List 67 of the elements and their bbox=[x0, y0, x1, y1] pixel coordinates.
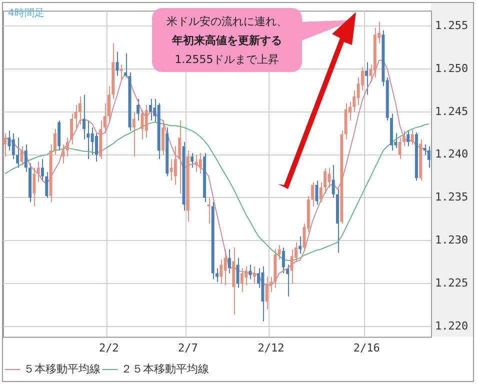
candlestick bbox=[278, 244, 281, 260]
candlestick bbox=[190, 152, 194, 168]
x-tick-label: 2/2 bbox=[99, 341, 119, 354]
candlestick bbox=[78, 96, 82, 126]
candlestick bbox=[20, 146, 24, 166]
candlestick bbox=[224, 248, 227, 286]
candlestick bbox=[315, 180, 318, 206]
candlestick bbox=[410, 128, 414, 146]
y-tick-label: 1.225 bbox=[435, 276, 468, 290]
annotation: 4時間足 bbox=[8, 6, 44, 20]
candlestick bbox=[82, 94, 86, 140]
candlestick bbox=[12, 132, 15, 160]
candlestick bbox=[228, 248, 231, 274]
candlestick bbox=[170, 158, 173, 182]
candlestick bbox=[332, 164, 335, 198]
candlestick bbox=[265, 276, 268, 310]
y-tick-label: 1.245 bbox=[435, 104, 468, 118]
candlestick bbox=[240, 268, 244, 293]
candlestick bbox=[178, 120, 182, 194]
candlestick bbox=[40, 158, 44, 182]
candlestick bbox=[32, 167, 36, 207]
annotation: 米ドル安の流れに連れ、 bbox=[166, 15, 288, 28]
candlestick bbox=[116, 51, 119, 76]
y-tick-label: 1.220 bbox=[435, 319, 468, 332]
y-tick-label: 1.240 bbox=[435, 148, 468, 161]
candlestick bbox=[4, 132, 7, 158]
legend-label: ２５本移動平均線 bbox=[121, 362, 209, 376]
candlestick bbox=[220, 259, 223, 284]
candlestick bbox=[282, 247, 285, 274]
candlestick bbox=[174, 146, 177, 186]
candlestick bbox=[406, 130, 410, 147]
candlestick bbox=[427, 146, 430, 168]
candlestick bbox=[290, 248, 294, 284]
candlestick bbox=[194, 154, 198, 172]
candlestick bbox=[16, 137, 20, 168]
candlestick bbox=[286, 264, 290, 297]
candlestick bbox=[311, 182, 314, 207]
candlestick bbox=[144, 104, 148, 138]
candlestick bbox=[161, 120, 164, 156]
candlestick bbox=[140, 110, 144, 140]
candlestick bbox=[95, 132, 98, 162]
y-tick-label: 1.250 bbox=[435, 62, 468, 75]
candlestick bbox=[198, 152, 202, 174]
candlestick bbox=[136, 98, 140, 121]
y-tick-label: 1.230 bbox=[435, 234, 468, 247]
candlestick bbox=[149, 98, 152, 121]
candlestick bbox=[70, 113, 74, 146]
y-tick-label: 1.235 bbox=[435, 190, 468, 204]
annotation: 1.2555ドルまで上昇 bbox=[174, 53, 280, 66]
x-tick-label: 2/16 bbox=[353, 341, 380, 354]
candlestick bbox=[398, 137, 402, 160]
candlestick bbox=[132, 111, 136, 158]
y-tick-label: 1.255 bbox=[435, 18, 468, 32]
candlestick bbox=[207, 197, 210, 224]
candlestick bbox=[45, 171, 48, 198]
annotation: 年初来高値を更新する bbox=[172, 34, 282, 47]
legend-label: ５本移動平均線 bbox=[24, 362, 100, 376]
candlestick bbox=[248, 264, 252, 280]
candlestick bbox=[66, 137, 69, 158]
x-tick-label: 2/7 bbox=[178, 341, 198, 354]
candlestick bbox=[365, 62, 368, 96]
candlestick bbox=[8, 130, 11, 152]
x-tick-label: 2/12 bbox=[258, 341, 284, 354]
candlestick bbox=[328, 167, 331, 188]
candlestick bbox=[236, 257, 240, 288]
candlestick bbox=[36, 161, 40, 183]
candlestick bbox=[90, 126, 94, 156]
